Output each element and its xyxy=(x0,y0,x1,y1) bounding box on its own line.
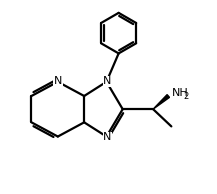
Text: N: N xyxy=(103,76,112,86)
Text: 2: 2 xyxy=(184,92,189,101)
Text: N: N xyxy=(54,76,62,86)
Text: NH: NH xyxy=(172,88,189,98)
Polygon shape xyxy=(153,95,169,109)
Text: N: N xyxy=(103,132,112,142)
